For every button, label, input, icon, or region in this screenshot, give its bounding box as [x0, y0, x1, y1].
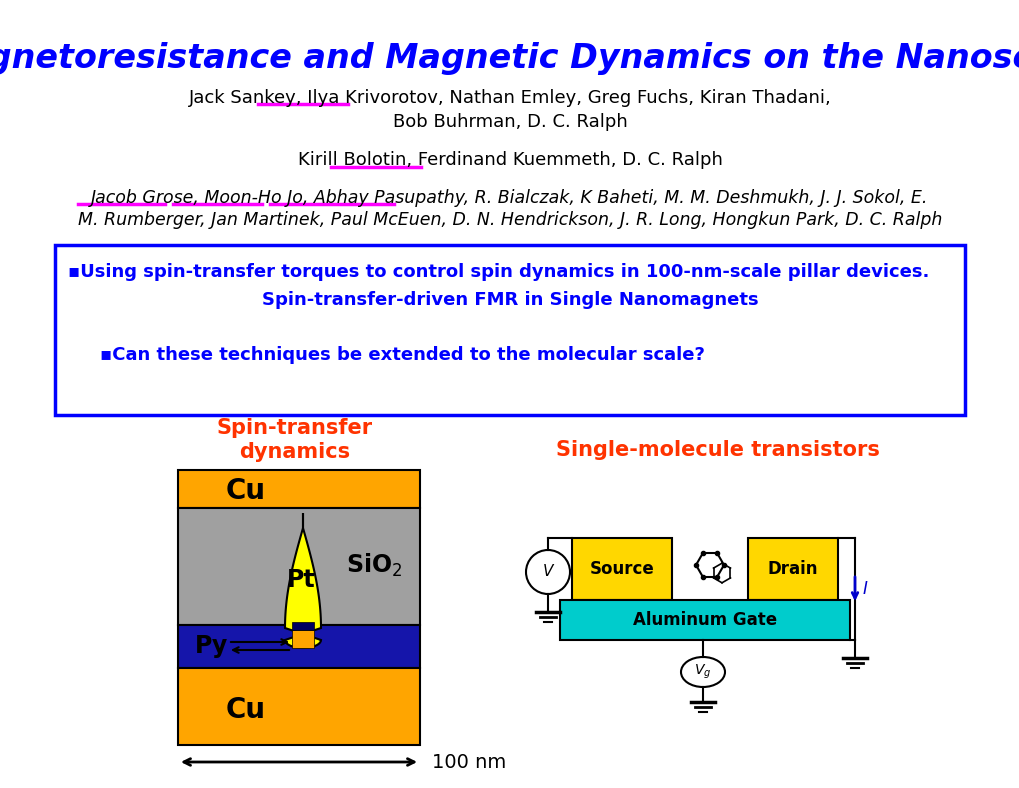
Bar — [291, 622, 314, 630]
Text: 100 nm: 100 nm — [432, 753, 505, 771]
Ellipse shape — [526, 550, 570, 594]
Ellipse shape — [681, 657, 725, 687]
Text: Jacob Grose, Moon-Ho Jo, Abhay Pasupathy, R. Bialczak, K Baheti, M. M. Deshmukh,: Jacob Grose, Moon-Ho Jo, Abhay Pasupathy… — [92, 189, 927, 207]
Text: Source: Source — [589, 560, 654, 578]
Bar — [291, 630, 314, 648]
Text: Pt: Pt — [286, 568, 315, 592]
Text: Aluminum Gate: Aluminum Gate — [633, 611, 776, 629]
Text: Bob Buhrman, D. C. Ralph: Bob Buhrman, D. C. Ralph — [392, 113, 627, 131]
Text: Magnetoresistance and Magnetic Dynamics on the Nanoscale: Magnetoresistance and Magnetic Dynamics … — [0, 42, 1019, 75]
Text: Jack Sankey, Ilya Krivorotov, Nathan Emley, Greg Fuchs, Kiran Thadani,: Jack Sankey, Ilya Krivorotov, Nathan Eml… — [189, 89, 830, 107]
Text: Spin-transfer-driven FMR in Single Nanomagnets: Spin-transfer-driven FMR in Single Nanom… — [262, 291, 757, 309]
Text: $V_g$: $V_g$ — [694, 663, 711, 681]
Text: Cu: Cu — [226, 696, 266, 724]
Bar — [178, 625, 420, 668]
Bar — [178, 508, 420, 625]
Text: Single-molecule transistors: Single-molecule transistors — [555, 440, 879, 460]
Text: SiO$_2$: SiO$_2$ — [345, 552, 401, 578]
Bar — [55, 245, 964, 415]
Text: Cu: Cu — [226, 477, 266, 505]
Text: Kirill Bolotin, Ferdinand Kuemmeth, D. C. Ralph: Kirill Bolotin, Ferdinand Kuemmeth, D. C… — [298, 151, 721, 169]
Text: ▪Using spin-transfer torques to control spin dynamics in 100-nm-scale pillar dev: ▪Using spin-transfer torques to control … — [68, 263, 928, 281]
Bar — [572, 538, 672, 600]
Text: V: V — [542, 564, 552, 579]
Text: Spin-transfer
dynamics: Spin-transfer dynamics — [217, 418, 373, 463]
Text: M. Rumberger, Jan Martinek, Paul McEuen, D. N. Hendrickson, J. R. Long, Hongkun : M. Rumberger, Jan Martinek, Paul McEuen,… — [77, 211, 942, 229]
Text: Py: Py — [196, 634, 228, 658]
Bar — [178, 470, 420, 508]
Bar — [178, 668, 420, 745]
Text: I: I — [862, 580, 867, 598]
Bar — [559, 600, 849, 640]
Polygon shape — [284, 513, 321, 648]
Bar — [747, 538, 838, 600]
Text: Drain: Drain — [767, 560, 817, 578]
Text: ▪Can these techniques be extended to the molecular scale?: ▪Can these techniques be extended to the… — [100, 346, 704, 364]
